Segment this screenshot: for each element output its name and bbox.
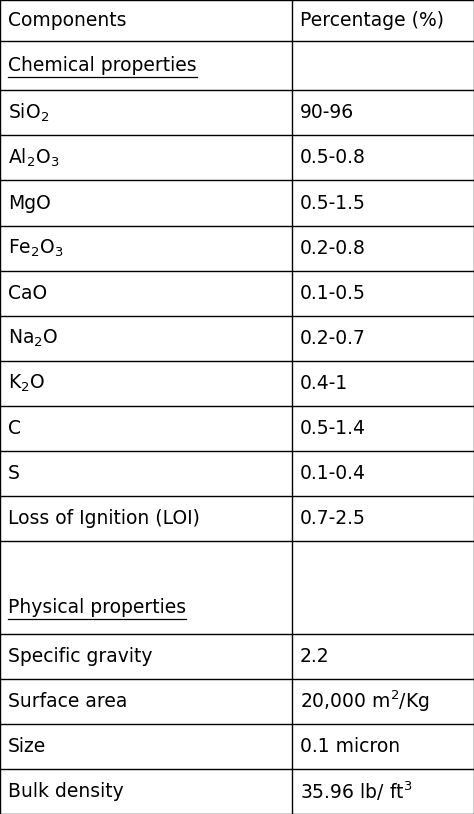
Text: 0.4-1: 0.4-1: [300, 374, 348, 393]
Text: Size: Size: [8, 737, 46, 756]
Text: Physical properties: Physical properties: [8, 598, 186, 617]
Text: Specific gravity: Specific gravity: [8, 646, 153, 666]
Text: Al$_2$O$_3$: Al$_2$O$_3$: [8, 147, 59, 169]
Text: 0.5-1.4: 0.5-1.4: [300, 419, 365, 438]
Text: SiO$_2$: SiO$_2$: [8, 102, 49, 124]
Text: 0.7-2.5: 0.7-2.5: [300, 510, 365, 528]
Text: 0.1 micron: 0.1 micron: [300, 737, 400, 756]
Text: MgO: MgO: [8, 194, 51, 212]
Text: C: C: [8, 419, 21, 438]
Text: 0.5-0.8: 0.5-0.8: [300, 148, 365, 168]
Text: Chemical properties: Chemical properties: [8, 56, 197, 75]
Text: 0.1-0.4: 0.1-0.4: [300, 464, 365, 484]
Text: 2.2: 2.2: [300, 646, 329, 666]
Text: K$_2$O: K$_2$O: [8, 373, 45, 394]
Text: Fe$_2$O$_3$: Fe$_2$O$_3$: [8, 238, 64, 259]
Text: Percentage (%): Percentage (%): [300, 11, 444, 30]
Text: 35.96 lb/ ft$^3$: 35.96 lb/ ft$^3$: [300, 780, 412, 803]
Text: 0.5-1.5: 0.5-1.5: [300, 194, 365, 212]
Text: 90-96: 90-96: [300, 103, 354, 122]
Text: S: S: [8, 464, 20, 484]
Text: 20,000 m$^2$/Kg: 20,000 m$^2$/Kg: [300, 689, 429, 714]
Text: 0.2-0.8: 0.2-0.8: [300, 239, 365, 257]
Text: Surface area: Surface area: [8, 692, 128, 711]
Text: Loss of Ignition (LOI): Loss of Ignition (LOI): [8, 510, 200, 528]
Text: 0.2-0.7: 0.2-0.7: [300, 329, 365, 348]
Text: Components: Components: [8, 11, 127, 30]
Text: 0.1-0.5: 0.1-0.5: [300, 284, 365, 303]
Text: Bulk density: Bulk density: [8, 782, 124, 801]
Text: CaO: CaO: [8, 284, 47, 303]
Text: Na$_2$O: Na$_2$O: [8, 328, 58, 349]
